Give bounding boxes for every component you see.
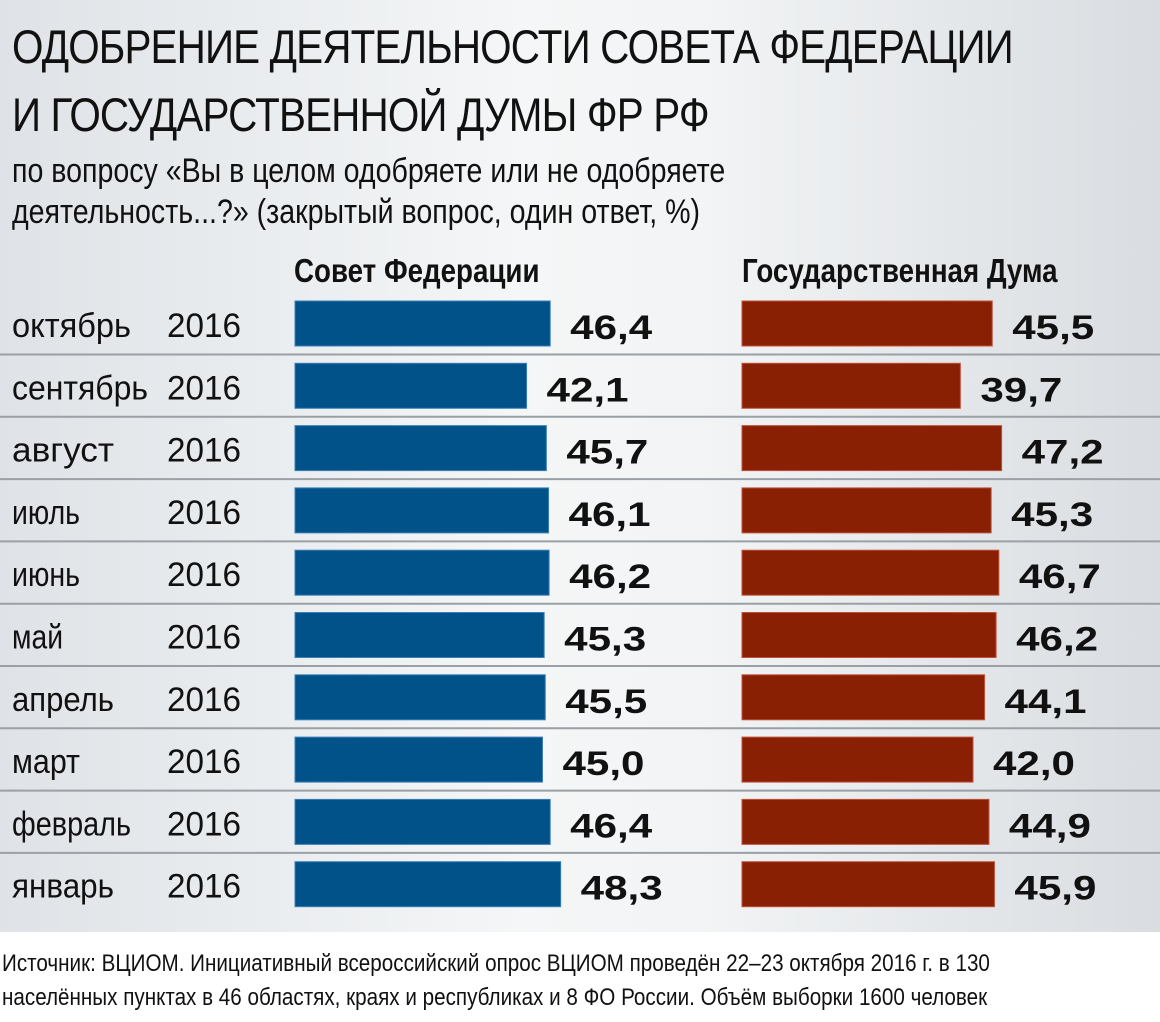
category-label-month: май [12, 619, 63, 657]
category-label-year: 2016 [167, 868, 241, 906]
value-label-sovet: 45,3 [564, 621, 646, 659]
chart-title-line-2: И ГОСУДАРСТВЕННОЙ ДУМЫ ФР РФ [12, 88, 710, 141]
source-note-line-1: Источник: ВЦИОМ. Инициативный всероссийс… [2, 950, 990, 977]
bar-sovet [294, 612, 545, 658]
category-label-year: 2016 [167, 307, 241, 345]
value-label-duma: 46,7 [1019, 558, 1101, 596]
category-label-year: 2016 [167, 619, 241, 657]
value-label-sovet: 46,4 [570, 309, 652, 347]
category-label-month: сентябрь [12, 369, 148, 407]
category-label-month: август [12, 432, 114, 470]
bar-sovet [294, 798, 551, 845]
value-label-sovet: 48,3 [581, 870, 663, 908]
bar-chart: октябрь 2016 46,4 45,5 сентябрь 2016 42,1 39,7 а… [0, 300, 1160, 908]
bar-duma [741, 362, 961, 409]
category-label-month: апрель [12, 681, 114, 719]
bar-duma [741, 549, 1000, 596]
source-note-line-2: населённых пунктах в 46 областях, краях … [2, 984, 988, 1011]
bar-duma [741, 487, 992, 534]
bar-duma [741, 612, 997, 658]
category-label-year: 2016 [167, 805, 241, 843]
value-label-sovet: 46,1 [569, 496, 651, 534]
series-header-sovet-federatsii: Совет Федерации [294, 252, 540, 289]
category-label-month: февраль [12, 805, 131, 843]
series-header-gosduma: Государственная Дума [742, 252, 1058, 289]
value-label-sovet: 42,1 [547, 371, 629, 409]
category-label-year: 2016 [167, 494, 241, 532]
chart-subtitle-line-1: по вопросу «Вы в целом одобряете или не … [12, 152, 726, 190]
category-label-month: март [12, 743, 80, 781]
category-label-year: 2016 [167, 556, 241, 594]
value-label-sovet: 45,7 [566, 434, 648, 472]
bar-duma [741, 861, 995, 908]
value-label-duma: 44,9 [1009, 807, 1091, 845]
bar-duma [741, 300, 993, 347]
category-label-year: 2016 [167, 369, 241, 407]
value-label-duma: 42,0 [993, 745, 1075, 783]
bar-sovet [294, 362, 528, 409]
value-label-duma: 45,5 [1012, 309, 1094, 347]
value-label-duma: 45,9 [1014, 870, 1096, 908]
bar-sovet [294, 425, 547, 472]
category-label-month: октябрь [12, 307, 131, 345]
bar-sovet [294, 736, 543, 783]
category-label-year: 2016 [167, 681, 241, 719]
value-label-sovet: 46,4 [570, 807, 652, 845]
bar-duma [741, 798, 990, 845]
value-label-sovet: 46,2 [569, 558, 651, 596]
chart-title-line-1: ОДОБРЕНИЕ ДЕЯТЕЛЬНОСТИ СОВЕТА ФЕДЕРАЦИИ [12, 20, 1014, 73]
category-label-year: 2016 [167, 743, 241, 781]
value-label-sovet: 45,5 [565, 683, 647, 721]
bar-sovet [294, 300, 551, 347]
bar-duma [741, 736, 974, 783]
bar-sovet [294, 487, 550, 534]
value-label-duma: 39,7 [980, 371, 1062, 409]
value-label-duma: 46,2 [1016, 621, 1098, 659]
bar-sovet [294, 861, 562, 908]
bar-sovet [294, 674, 546, 721]
value-label-duma: 45,3 [1011, 496, 1093, 534]
value-label-duma: 44,1 [1005, 683, 1087, 721]
value-label-sovet: 45,0 [563, 745, 645, 783]
bar-duma [741, 674, 986, 721]
chart-subtitle-line-2: деятельность...?» (закрытый вопрос, один… [12, 193, 701, 231]
category-label-month: январь [12, 868, 114, 906]
category-label-month: июнь [12, 556, 80, 594]
category-label-year: 2016 [167, 432, 241, 470]
value-label-duma: 47,2 [1022, 434, 1104, 472]
bar-duma [741, 425, 1003, 472]
category-label-month: июль [12, 494, 80, 532]
bar-sovet [294, 549, 550, 596]
